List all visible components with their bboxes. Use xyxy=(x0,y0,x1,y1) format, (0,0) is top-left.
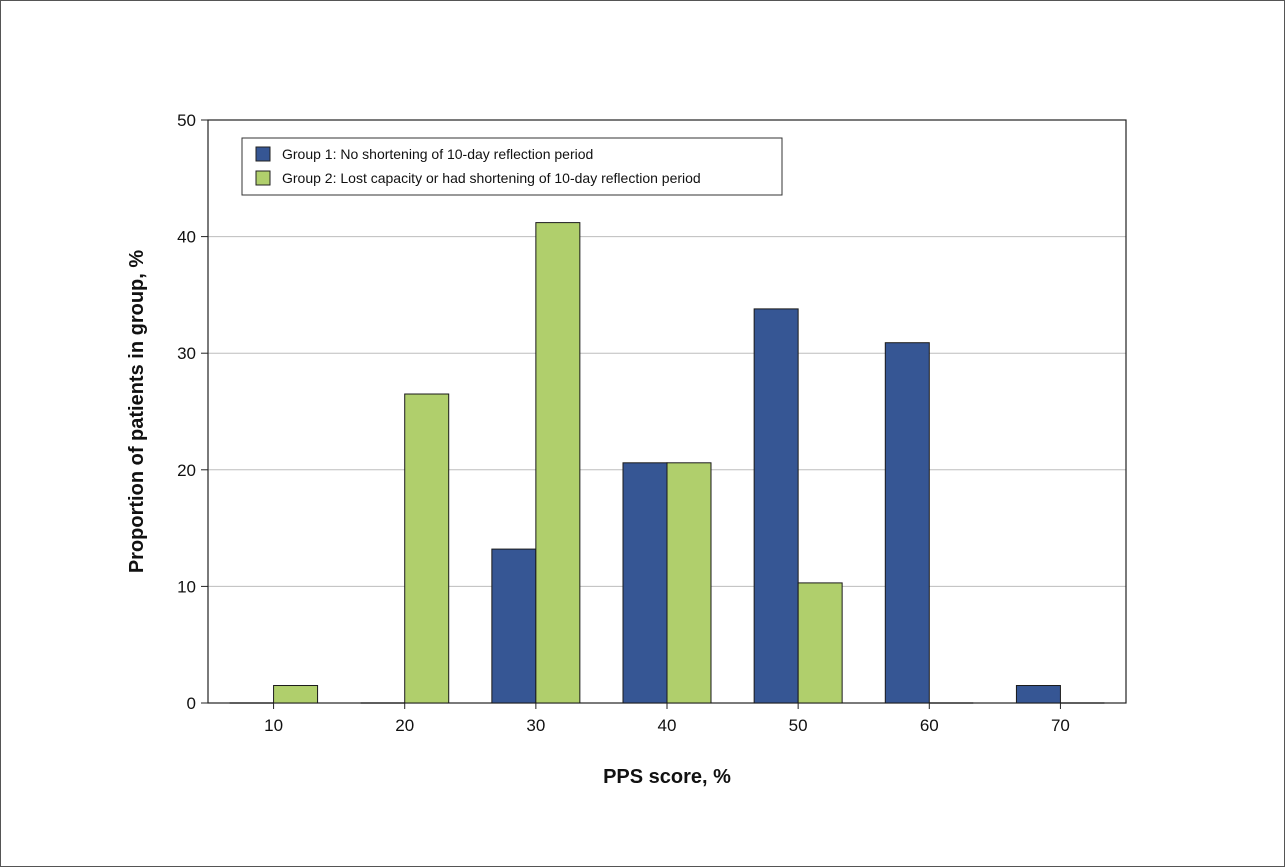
y-tick-label: 30 xyxy=(177,344,196,363)
x-tick-label: 60 xyxy=(920,716,939,735)
y-axis-title: Proportion of patients in group, % xyxy=(126,250,148,574)
bar-group-1-70 xyxy=(1015,685,1061,704)
y-tick-label: 20 xyxy=(177,461,196,480)
x-tick-label: 10 xyxy=(264,716,283,735)
bar-group-2-50 xyxy=(797,582,843,704)
y-axis-ticks: 0 10 20 30 40 50 xyxy=(177,111,208,713)
legend-label-group-2: Group 2: Lost capacity or had shortening… xyxy=(282,170,701,186)
x-tick-label: 40 xyxy=(658,716,677,735)
bar-group-1-60 xyxy=(884,342,930,704)
bar-group-1-30 xyxy=(491,548,537,704)
legend-box xyxy=(241,137,783,196)
bar-group-2-20 xyxy=(404,393,450,704)
x-tick-label: 70 xyxy=(1051,716,1070,735)
y-tick-label: 10 xyxy=(177,577,196,596)
bar-group-2-10 xyxy=(273,685,319,704)
legend-label-group-1: Group 1: No shortening of 10-day reflect… xyxy=(282,146,593,162)
legend: Group 1: No shortening of 10-day reflect… xyxy=(241,137,783,196)
x-tick-label: 20 xyxy=(395,716,414,735)
y-tick-label: 40 xyxy=(177,228,196,247)
x-axis-title: PPS score, % xyxy=(603,766,731,788)
legend-swatch-group-2 xyxy=(255,170,271,186)
x-tick-label: 50 xyxy=(789,716,808,735)
bar-group-1-50 xyxy=(753,308,799,704)
x-axis-ticks: 10 20 30 40 50 60 70 xyxy=(264,703,1070,735)
x-tick-label: 30 xyxy=(526,716,545,735)
y-tick-label: 0 xyxy=(187,694,196,713)
bar-group-2-40 xyxy=(666,462,712,704)
legend-swatch-group-1 xyxy=(255,146,271,162)
bar-group-2-30 xyxy=(535,222,581,704)
bar-group-1-40 xyxy=(622,462,668,704)
bars xyxy=(229,222,1105,704)
y-tick-label: 50 xyxy=(177,111,196,130)
